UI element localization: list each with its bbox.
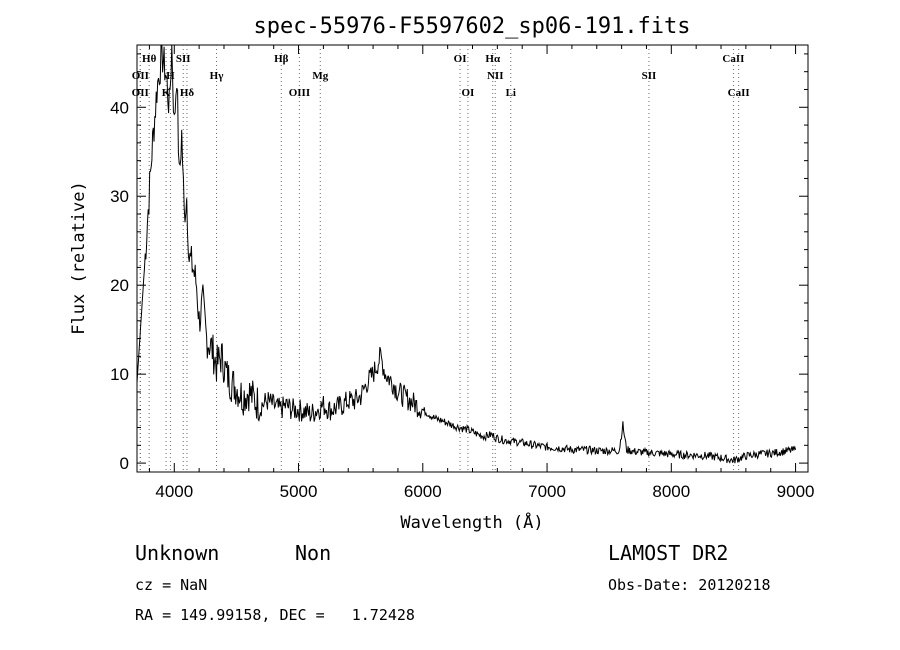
chart-title: spec-55976-F5597602_sp06-191.fits [253,14,690,39]
x-tick-label: 9000 [777,482,815,501]
y-tick-label: 20 [110,276,129,295]
x-tick-label: 8000 [652,482,690,501]
spectral-line-label: SII [176,53,191,65]
spectral-line-label: CaII [722,53,744,65]
cz-label: cz = NaN [135,576,207,594]
radec-label: RA = 149.99158, DEC = 1.72428 [135,606,415,624]
subclass-label: Non [295,541,331,565]
spectral-line-label: OI [461,87,474,99]
spectral-line-label: Hα [485,53,501,65]
x-tick-label: 4000 [155,482,193,501]
spectral-line-label: Hθ [142,53,157,65]
y-tick-label: 30 [110,187,129,206]
obs-date-label: Obs-Date: 20120218 [608,576,771,594]
x-axis-label: Wavelength (Å) [400,511,543,533]
spectral-line-label: OI [454,53,467,65]
y-tick-label: 10 [110,365,129,384]
axis-ticks: 4000 5000 6000 7000 8000 9000 0 10 20 30 40 [110,45,814,501]
spectrum-series-line [136,44,797,464]
info-panel: Unknown Non LAMOST DR2 cz = NaN Obs-Date… [135,541,771,624]
y-tick-label: 0 [120,454,129,473]
spectral-line-label: SII [642,70,657,82]
y-axis-label: Flux (relative) [69,181,89,335]
x-tick-label: 6000 [404,482,442,501]
spectral-line-label: Hδ [180,87,195,99]
spectral-line-label: OIII [289,87,310,99]
plot-frame [136,44,809,473]
y-tick-label: 40 [110,98,129,117]
spectral-line-label: OII [132,70,149,82]
x-tick-label: 5000 [280,482,318,501]
x-tick-label: 7000 [528,482,566,501]
spectral-line-label: OII [132,87,149,99]
class-label: Unknown [135,541,219,565]
spectral-line-label: Hγ [210,70,224,82]
spectral-line-label: Hβ [274,53,289,65]
spectral-line-label: K [162,87,171,99]
spectral-line-label: NII [487,70,504,82]
spectral-line-label: CaII [728,87,750,99]
spectral-line-label: Mg [312,70,328,82]
survey-label: LAMOST DR2 [608,541,728,565]
spectral-line-label: Li [506,87,516,99]
